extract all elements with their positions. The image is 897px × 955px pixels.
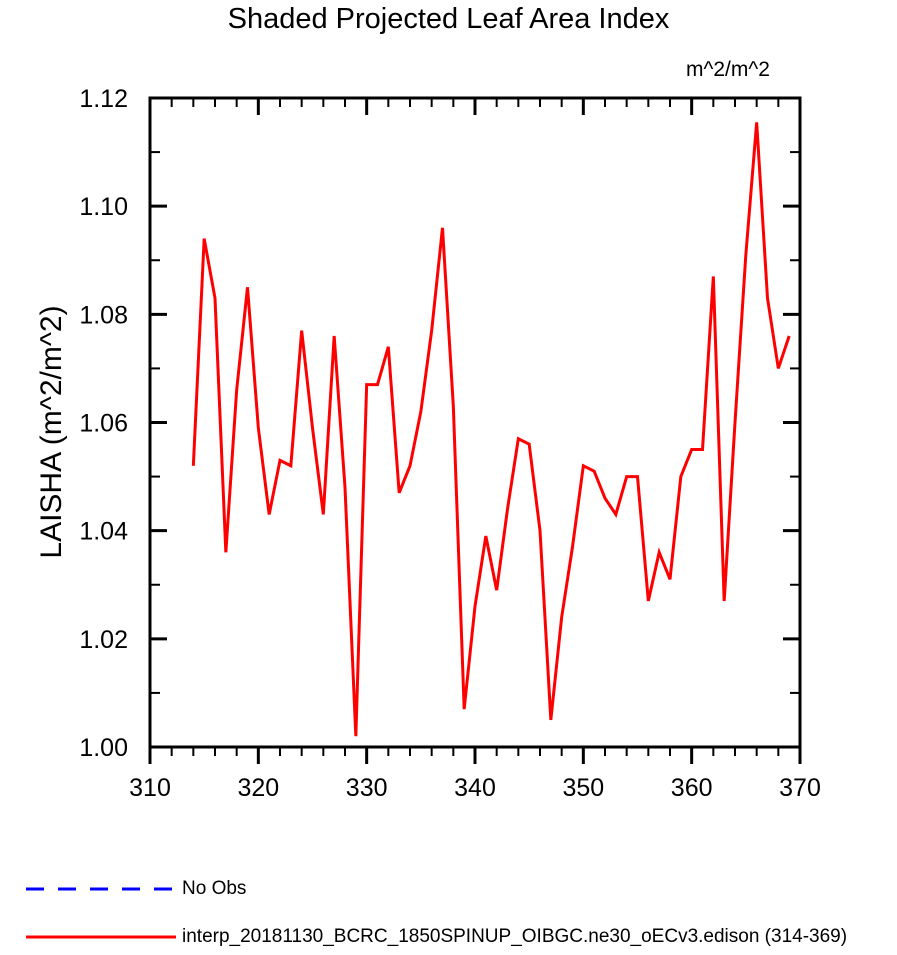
units-label: m^2/m^2: [686, 58, 770, 81]
x-tick-label: 350: [562, 774, 604, 802]
y-tick-label: 1.02: [79, 626, 128, 654]
y-tick-label: 1.04: [79, 518, 128, 546]
x-axis-ticks: [148, 98, 802, 764]
data-series-line: [191, 122, 791, 737]
x-tick-label: 330: [346, 774, 388, 802]
x-tick-label: 370: [779, 774, 821, 802]
x-tick-label: 310: [129, 774, 171, 802]
y-tick-label: 1.08: [79, 301, 128, 329]
plot-frame: [148, 96, 802, 749]
data-series-layer: [191, 122, 791, 737]
y-axis-ticks: [150, 96, 800, 749]
legend-label-series: interp_20181130_BCRC_1850SPINUP_OIBGC.ne…: [182, 926, 848, 947]
legend-label-no-obs: No Obs: [182, 878, 247, 899]
legend-entry-no-obs: No Obs: [0, 877, 897, 907]
y-tick-label: 1.06: [79, 410, 128, 438]
page-title: Shaded Projected Leaf Area Index: [227, 3, 670, 35]
x-tick-label: 360: [671, 774, 713, 802]
x-axis-tick-labels: 310 320 330 340 350 360 370: [129, 774, 821, 802]
legend-entry-series: interp_20181130_BCRC_1850SPINUP_OIBGC.ne…: [0, 925, 897, 955]
y-tick-label: 1.10: [79, 193, 128, 221]
legend-swatch-series: [26, 935, 176, 939]
x-tick-label: 320: [237, 774, 279, 802]
x-tick-label: 340: [454, 774, 496, 802]
y-tick-label: 1.12: [79, 85, 128, 113]
y-tick-label: 1.00: [79, 734, 128, 762]
legend-swatch-no-obs: [26, 887, 176, 891]
y-axis-tick-labels: 1.00 1.02 1.04 1.06 1.08 1.10 1.12: [79, 85, 128, 762]
